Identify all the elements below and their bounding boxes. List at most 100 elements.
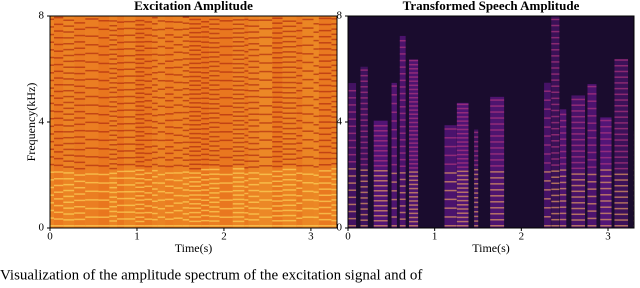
- harmonic: [331, 157, 337, 160]
- harmonic: [63, 42, 75, 45]
- harmonic: [409, 105, 419, 107]
- harmonic: [157, 79, 166, 82]
- harmonic: [165, 93, 174, 95]
- harmonic: [173, 225, 183, 227]
- harmonic: [74, 123, 86, 126]
- harmonic: [259, 173, 273, 176]
- harmonic: [144, 178, 153, 181]
- harmonic: [109, 167, 118, 170]
- harmonic: [144, 205, 153, 207]
- harmonic: [409, 121, 419, 124]
- x-tick-label: 1: [134, 231, 140, 243]
- harmonic: [219, 79, 233, 82]
- harmonic: [399, 225, 406, 227]
- harmonic: [144, 211, 153, 214]
- harmonic: [50, 49, 55, 51]
- harmonic: [209, 23, 220, 25]
- harmonic: [571, 202, 586, 204]
- harmonic: [209, 89, 220, 91]
- harmonic: [219, 54, 233, 56]
- harmonic: [296, 119, 303, 122]
- harmonic: [551, 176, 560, 178]
- harmonic: [219, 182, 233, 184]
- harmonic: [209, 135, 220, 138]
- harmonic: [490, 201, 505, 203]
- harmonic: [600, 175, 612, 177]
- harmonic: [124, 204, 136, 207]
- segment: [399, 35, 406, 228]
- harmonic: [456, 141, 469, 143]
- harmonic: [444, 198, 457, 201]
- harmonic: [152, 102, 158, 105]
- harmonic: [85, 130, 99, 132]
- harmonic: [201, 107, 210, 110]
- harmonic: [63, 189, 75, 192]
- harmonic: [109, 105, 118, 108]
- harmonic: [98, 216, 110, 218]
- harmonic: [544, 126, 551, 128]
- segment: [124, 16, 136, 228]
- harmonic: [50, 79, 55, 82]
- harmonic: [209, 159, 220, 161]
- harmonic: [282, 56, 297, 58]
- harmonic: [209, 117, 220, 119]
- harmonic: [63, 48, 75, 51]
- harmonic: [331, 28, 337, 30]
- harmonic: [373, 215, 388, 217]
- harmonic: [474, 178, 479, 180]
- harmonic: [348, 210, 357, 213]
- harmonic: [201, 77, 210, 79]
- harmonic: [209, 126, 220, 129]
- harmonic: [571, 161, 586, 164]
- harmonic: [318, 188, 332, 190]
- harmonic: [232, 23, 245, 26]
- harmonic: [144, 54, 153, 56]
- chart-title: Transformed Speech Amplitude: [403, 0, 580, 13]
- harmonic: [244, 225, 249, 227]
- harmonic: [209, 65, 220, 68]
- harmonic: [182, 183, 190, 185]
- harmonic: [165, 47, 174, 49]
- harmonic: [50, 41, 55, 43]
- harmonic: [109, 58, 118, 60]
- harmonic: [318, 109, 332, 111]
- harmonic: [244, 121, 249, 124]
- harmonic: [444, 128, 457, 130]
- harmonic: [201, 219, 210, 222]
- harmonic: [54, 157, 64, 160]
- harmonic: [272, 150, 283, 153]
- harmonic: [282, 97, 297, 99]
- harmonic: [50, 110, 55, 112]
- segment: [559, 109, 567, 228]
- harmonic: [182, 123, 190, 126]
- harmonic: [152, 96, 158, 98]
- harmonic: [165, 159, 174, 161]
- harmonic: [313, 39, 319, 42]
- harmonic: [360, 180, 368, 183]
- harmonic: [135, 32, 145, 35]
- harmonic: [173, 119, 183, 121]
- harmonic: [85, 147, 99, 149]
- harmonic: [232, 159, 245, 161]
- harmonic: [348, 97, 357, 99]
- harmonic: [209, 98, 220, 100]
- y-tick-label: 0: [39, 222, 45, 234]
- harmonic: [109, 110, 118, 113]
- harmonic: [165, 53, 174, 56]
- harmonic: [135, 41, 145, 43]
- harmonic: [318, 72, 332, 75]
- harmonic: [373, 210, 388, 212]
- harmonic: [54, 198, 64, 200]
- harmonic: [559, 200, 567, 202]
- harmonic: [456, 116, 469, 118]
- harmonic: [248, 178, 260, 180]
- harmonic: [182, 28, 190, 30]
- segment: [98, 16, 110, 228]
- harmonic: [244, 141, 249, 143]
- segment: [182, 16, 190, 228]
- harmonic: [399, 218, 406, 220]
- harmonic: [600, 132, 612, 134]
- harmonic: [124, 184, 136, 186]
- harmonic: [50, 33, 55, 36]
- harmonic: [302, 147, 314, 150]
